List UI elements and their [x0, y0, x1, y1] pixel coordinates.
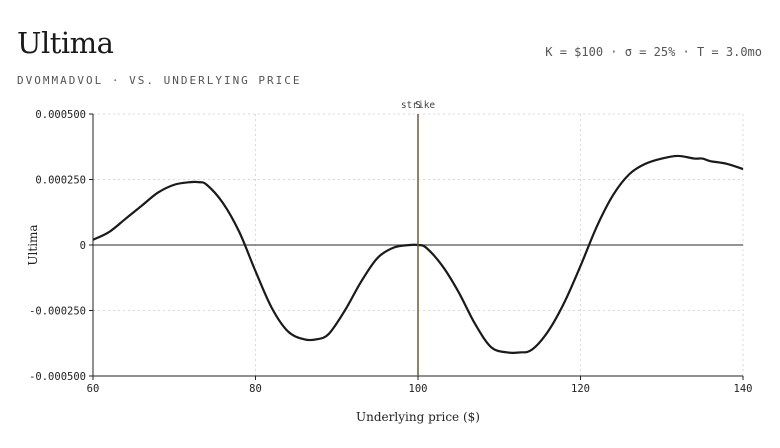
y-tick-label: 0.000500 [35, 109, 86, 121]
ticks-layer: 60 80 100 120 140 0.000500 0.000250 0 -0.000250 -… [29, 109, 752, 395]
y-tick-label: 0.000250 [35, 175, 86, 187]
spot-label: S [415, 100, 421, 111]
y-axis-label: Ultima [26, 224, 40, 265]
chart-title: Ultima [17, 26, 114, 60]
strike-label: strike [401, 100, 436, 111]
x-tick-label: 60 [87, 383, 100, 395]
chart-subtitle: DVOMMADVOL · VS. UNDERLYING PRICE [17, 74, 302, 87]
x-tick-label: 80 [249, 383, 262, 395]
x-tick-label: 120 [571, 383, 590, 395]
x-axis-label: Underlying price ($) [356, 410, 480, 424]
x-tick-label: 140 [734, 383, 753, 395]
x-tick-label: 100 [409, 383, 428, 395]
parameters-readout: K = $100 · σ = 25% · T = 3.0mo [545, 45, 762, 59]
y-tick-label: -0.000250 [29, 306, 86, 318]
y-tick-label: -0.000500 [29, 371, 86, 383]
y-tick-label: 0 [80, 240, 86, 252]
